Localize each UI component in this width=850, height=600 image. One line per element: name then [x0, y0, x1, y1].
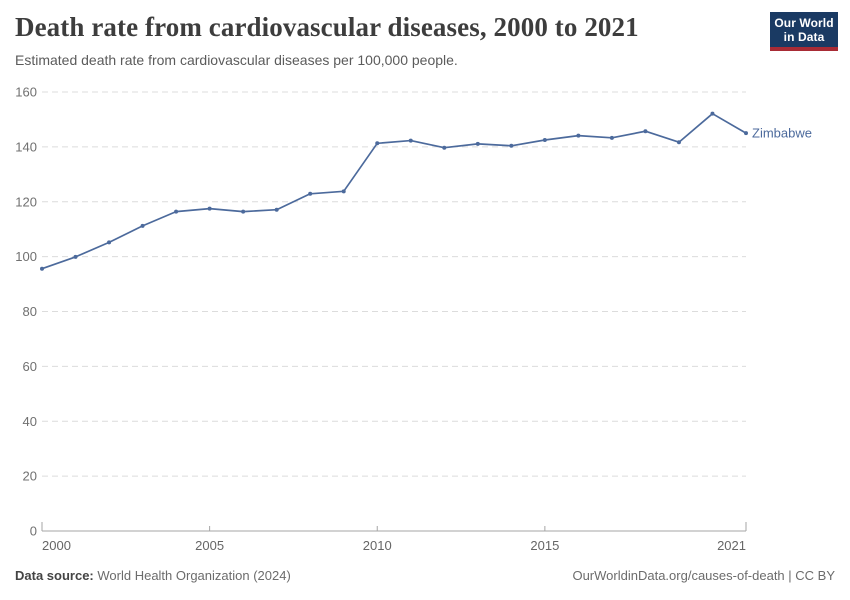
y-tick-label: 140 — [15, 139, 37, 154]
page-title: Death rate from cardiovascular diseases,… — [15, 12, 639, 42]
chart-footer: Data source: World Health Organization (… — [15, 568, 835, 583]
data-point[interactable] — [140, 223, 145, 228]
entity-label: Zimbabwe — [752, 126, 812, 141]
owid-logo-line1: Our World — [774, 16, 834, 30]
data-source-value: World Health Organization (2024) — [97, 568, 291, 583]
data-point[interactable] — [442, 145, 447, 150]
data-point[interactable] — [676, 140, 681, 145]
data-point[interactable] — [274, 207, 279, 212]
data-point[interactable] — [744, 131, 748, 136]
x-tick-label: 2010 — [363, 538, 392, 553]
chart-subtitle: Estimated death rate from cardiovascular… — [15, 52, 458, 68]
owid-logo[interactable]: Our World in Data — [770, 12, 838, 51]
y-tick-label: 120 — [15, 194, 37, 209]
x-tick-label: 2015 — [530, 538, 559, 553]
data-point[interactable] — [73, 254, 78, 259]
data-point[interactable] — [207, 206, 212, 211]
data-point[interactable] — [643, 129, 648, 134]
data-point[interactable] — [576, 133, 581, 138]
x-tick-label: 2000 — [42, 538, 71, 553]
y-tick-label: 0 — [30, 524, 37, 539]
y-tick-label: 80 — [23, 304, 37, 319]
data-point[interactable] — [107, 240, 112, 245]
data-line[interactable] — [41, 112, 747, 270]
data-point[interactable] — [40, 266, 44, 271]
data-point[interactable] — [308, 191, 313, 196]
data-point[interactable] — [710, 111, 715, 116]
data-source-label: Data source: — [15, 568, 94, 583]
y-tick-label: 100 — [15, 249, 37, 264]
y-tick-label: 40 — [23, 414, 37, 429]
data-point[interactable] — [375, 141, 380, 146]
credit-link[interactable]: OurWorldinData.org/causes-of-death | CC … — [572, 568, 835, 583]
data-point[interactable] — [241, 209, 246, 214]
x-tick-label: 2021 — [717, 538, 746, 553]
data-source: Data source: World Health Organization (… — [15, 568, 291, 583]
data-point[interactable] — [509, 143, 514, 148]
y-tick-label: 60 — [23, 359, 37, 374]
data-point[interactable] — [408, 138, 413, 143]
data-point[interactable] — [475, 141, 480, 146]
data-point[interactable] — [609, 135, 614, 140]
y-tick-label: 20 — [23, 469, 37, 484]
data-point[interactable] — [542, 138, 547, 143]
data-point[interactable] — [174, 209, 179, 214]
owid-logo-line2: in Data — [783, 30, 825, 44]
data-point[interactable] — [341, 189, 346, 194]
x-tick-label: 2005 — [195, 538, 224, 553]
y-tick-label: 160 — [15, 85, 37, 100]
